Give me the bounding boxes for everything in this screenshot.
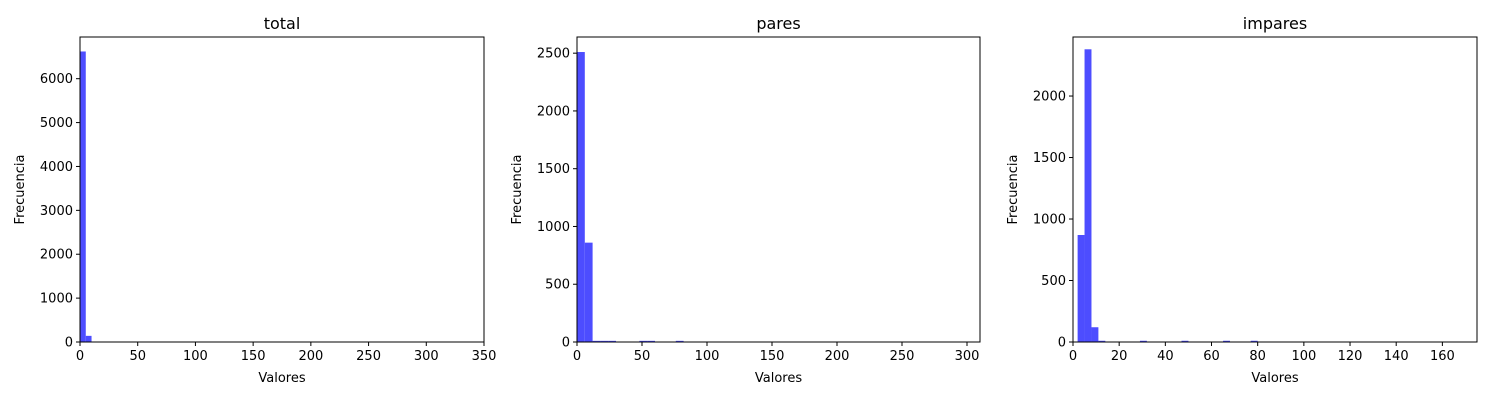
- bar: [639, 340, 648, 342]
- bar: [1091, 327, 1099, 342]
- bar: [1098, 340, 1106, 342]
- x-tick-label: 100: [1291, 349, 1316, 364]
- bar: [600, 340, 609, 342]
- bar: [647, 340, 655, 342]
- y-tick-label: 1000: [537, 220, 570, 235]
- bar: [1077, 235, 1085, 342]
- x-tick-label: 50: [634, 349, 651, 364]
- y-axis-label: Frecuencia: [1006, 155, 1021, 225]
- y-tick-label: 1000: [40, 292, 73, 307]
- y-tick-label: 6000: [40, 72, 73, 87]
- y-axis-label: Frecuencia: [13, 155, 28, 225]
- x-tick-label: 100: [695, 349, 720, 364]
- x-axis-label: Valores: [1251, 371, 1298, 386]
- bar: [577, 52, 585, 342]
- plot-frame: [79, 36, 485, 343]
- y-tick-label: 1000: [1033, 213, 1066, 228]
- y-tick-label: 2000: [537, 104, 570, 119]
- x-tick-label: 150: [241, 349, 266, 364]
- y-tick-label: 500: [545, 278, 570, 293]
- x-tick-label: 0: [1069, 349, 1077, 364]
- y-tick-label: 4000: [40, 160, 73, 175]
- x-tick-label: 300: [955, 349, 980, 364]
- x-tick-label: 150: [760, 349, 785, 364]
- x-tick-label: 50: [129, 349, 146, 364]
- bar: [608, 340, 616, 342]
- x-tick-label: 120: [1338, 349, 1363, 364]
- bar: [1139, 340, 1147, 342]
- x-tick-label: 200: [298, 349, 323, 364]
- x-tick-label: 250: [356, 349, 381, 364]
- y-tick-label: 2000: [40, 248, 73, 263]
- x-tick-label: 20: [1111, 349, 1128, 364]
- x-axis-label: Valores: [258, 371, 305, 386]
- y-tick-label: 1500: [537, 162, 570, 177]
- x-tick-label: 0: [76, 349, 84, 364]
- y-tick-label: 0: [562, 336, 570, 351]
- plot-frame: [1072, 36, 1478, 343]
- bar: [592, 340, 601, 342]
- chart-title: total: [264, 14, 301, 33]
- bar: [1084, 49, 1092, 342]
- chart-title: impares: [1243, 14, 1307, 33]
- chart-impares: 0 20 40 60 80 100 120 140 160 0 500 1000 1500 2000 imp…: [1006, 14, 1478, 386]
- x-tick-label: 0: [573, 349, 581, 364]
- x-tick-label: 250: [890, 349, 915, 364]
- y-tick-label: 0: [65, 336, 73, 351]
- x-tick-label: 80: [1249, 349, 1266, 364]
- x-tick-label: 140: [1384, 349, 1409, 364]
- bar: [584, 242, 593, 342]
- chart-total: 0 50 100 150 200 250 300 350 0 1000 2000 3000 4000 50…: [13, 14, 496, 386]
- chart-title: pares: [756, 14, 800, 33]
- x-tick-label: 300: [414, 349, 439, 364]
- plot-frame: [576, 36, 981, 343]
- y-tick-label: 2500: [537, 47, 570, 62]
- x-tick-label: 60: [1203, 349, 1220, 364]
- y-tick-label: 5000: [40, 116, 73, 131]
- bar: [1181, 340, 1189, 342]
- x-axis-label: Valores: [755, 371, 802, 386]
- y-tick-label: 0: [1058, 336, 1066, 351]
- y-tick-label: 500: [1041, 274, 1066, 289]
- bar: [1250, 340, 1258, 342]
- bar: [1223, 340, 1230, 342]
- y-tick-label: 1500: [1033, 151, 1066, 166]
- x-tick-label: 40: [1157, 349, 1174, 364]
- y-tick-label: 3000: [40, 204, 73, 219]
- y-tick-label: 2000: [1033, 90, 1066, 105]
- chart-pares: 0 50 100 150 200 250 300 0 500 1000 1500 2000 2500 pa…: [510, 14, 981, 386]
- bar: [80, 51, 86, 342]
- y-axis-label: Frecuencia: [510, 155, 525, 225]
- bar: [675, 340, 684, 342]
- x-tick-label: 200: [825, 349, 850, 364]
- x-tick-label: 350: [472, 349, 497, 364]
- bar: [85, 335, 92, 342]
- x-tick-label: 160: [1430, 349, 1455, 364]
- x-tick-label: 100: [183, 349, 208, 364]
